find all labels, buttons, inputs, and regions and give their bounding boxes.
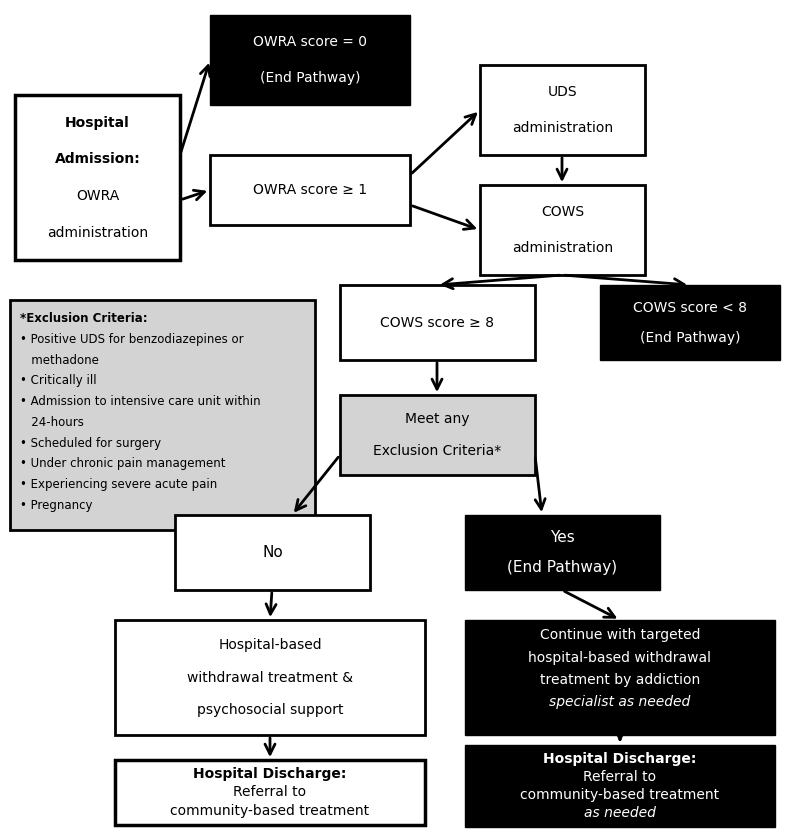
Text: • Scheduled for surgery: • Scheduled for surgery [20, 436, 161, 450]
Text: community-based treatment: community-based treatment [520, 788, 720, 802]
FancyBboxPatch shape [210, 155, 410, 225]
FancyBboxPatch shape [340, 395, 535, 475]
Text: administration: administration [512, 121, 613, 135]
Text: UDS: UDS [547, 85, 577, 99]
Text: COWS: COWS [541, 205, 584, 219]
Text: (End Pathway): (End Pathway) [508, 560, 618, 575]
FancyBboxPatch shape [600, 285, 780, 360]
FancyBboxPatch shape [15, 95, 180, 260]
Text: as needed: as needed [584, 806, 656, 821]
Text: Hospital Discharge:: Hospital Discharge: [543, 751, 697, 766]
Text: psychosocial support: psychosocial support [197, 703, 343, 717]
Text: 24-hours: 24-hours [20, 416, 84, 429]
FancyBboxPatch shape [465, 515, 660, 590]
FancyBboxPatch shape [480, 185, 645, 275]
Text: Hospital: Hospital [65, 116, 130, 129]
FancyBboxPatch shape [10, 300, 315, 530]
Text: OWRA score = 0: OWRA score = 0 [253, 35, 367, 49]
Text: Exclusion Criteria*: Exclusion Criteria* [373, 444, 501, 458]
Text: (End Pathway): (End Pathway) [259, 71, 360, 85]
Text: Yes: Yes [550, 530, 575, 545]
Text: administration: administration [512, 241, 613, 255]
Text: • Critically ill: • Critically ill [20, 374, 97, 387]
Text: No: No [262, 545, 283, 560]
FancyBboxPatch shape [340, 285, 535, 360]
FancyBboxPatch shape [115, 760, 425, 825]
FancyBboxPatch shape [480, 65, 645, 155]
Text: COWS score ≥ 8: COWS score ≥ 8 [380, 316, 494, 330]
Text: OWRA: OWRA [76, 189, 119, 202]
FancyBboxPatch shape [115, 620, 425, 735]
FancyBboxPatch shape [210, 15, 410, 105]
Text: treatment by addiction: treatment by addiction [540, 673, 700, 686]
Text: hospital-based withdrawal: hospital-based withdrawal [528, 651, 711, 665]
Text: Hospital-based: Hospital-based [218, 637, 322, 651]
FancyBboxPatch shape [465, 620, 775, 735]
Text: COWS score < 8: COWS score < 8 [633, 301, 747, 315]
Text: Hospital Discharge:: Hospital Discharge: [193, 767, 346, 781]
Text: OWRA score ≥ 1: OWRA score ≥ 1 [253, 183, 367, 197]
Text: Referral to: Referral to [584, 770, 657, 784]
Text: withdrawal treatment &: withdrawal treatment & [187, 671, 353, 685]
Text: methadone: methadone [20, 353, 99, 367]
Text: • Experiencing severe acute pain: • Experiencing severe acute pain [20, 478, 218, 491]
FancyBboxPatch shape [465, 745, 775, 827]
Text: Continue with targeted: Continue with targeted [539, 628, 700, 642]
FancyBboxPatch shape [175, 515, 370, 590]
Text: administration: administration [47, 226, 148, 240]
Text: • Positive UDS for benzodiazepines or: • Positive UDS for benzodiazepines or [20, 332, 244, 346]
Text: Admission:: Admission: [55, 152, 140, 166]
Text: Meet any: Meet any [405, 412, 470, 426]
Text: Referral to: Referral to [233, 786, 307, 800]
Text: *Exclusion Criteria:: *Exclusion Criteria: [20, 312, 148, 325]
Text: specialist ​as needed: specialist ​as needed [550, 695, 691, 709]
Text: • Pregnancy: • Pregnancy [20, 499, 93, 511]
Text: (End Pathway): (End Pathway) [640, 331, 740, 345]
Text: • Admission to intensive care unit within: • Admission to intensive care unit withi… [20, 395, 260, 408]
Text: • Under chronic pain management: • Under chronic pain management [20, 457, 225, 471]
Text: community-based treatment: community-based treatment [170, 804, 369, 818]
